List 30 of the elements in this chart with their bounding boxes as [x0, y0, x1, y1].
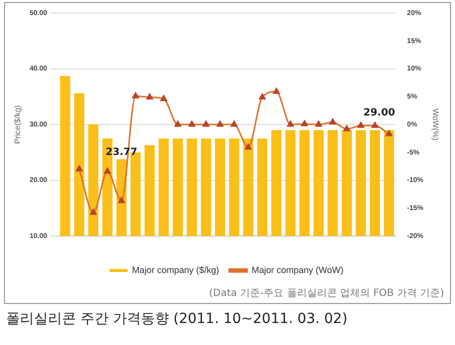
- point: [343, 125, 350, 132]
- point: [258, 93, 266, 100]
- legend-label: Major company ($/kg): [132, 264, 220, 275]
- data-label: 29.00: [363, 108, 396, 119]
- legend-label: Major company (WoW): [252, 264, 344, 275]
- point: [188, 120, 196, 127]
- point: [230, 120, 238, 127]
- point: [104, 168, 111, 174]
- point: [174, 120, 182, 127]
- point: [244, 144, 252, 150]
- point: [358, 122, 364, 128]
- point: [372, 122, 378, 128]
- point: [301, 120, 308, 126]
- point: [202, 120, 210, 127]
- point: [118, 197, 125, 204]
- y2-axis-title: WoW(%): [430, 108, 440, 141]
- point: [273, 88, 280, 94]
- point: [216, 120, 224, 127]
- text: (Data 기준-주요 폴리실리콘 업체의 FOB 가격 기준): [209, 287, 444, 300]
- text: 폴리실리콘 주간 가격동향 (2011. 10~2011. 03. 02): [6, 310, 348, 328]
- point: [90, 208, 97, 215]
- point: [146, 93, 153, 100]
- point: [315, 120, 322, 127]
- point: [160, 95, 168, 102]
- point: [287, 120, 294, 127]
- point: [76, 165, 83, 172]
- y-axis-title: Price($/kg): [13, 104, 22, 144]
- point: [132, 92, 139, 98]
- point: [329, 118, 336, 125]
- point: [386, 130, 392, 136]
